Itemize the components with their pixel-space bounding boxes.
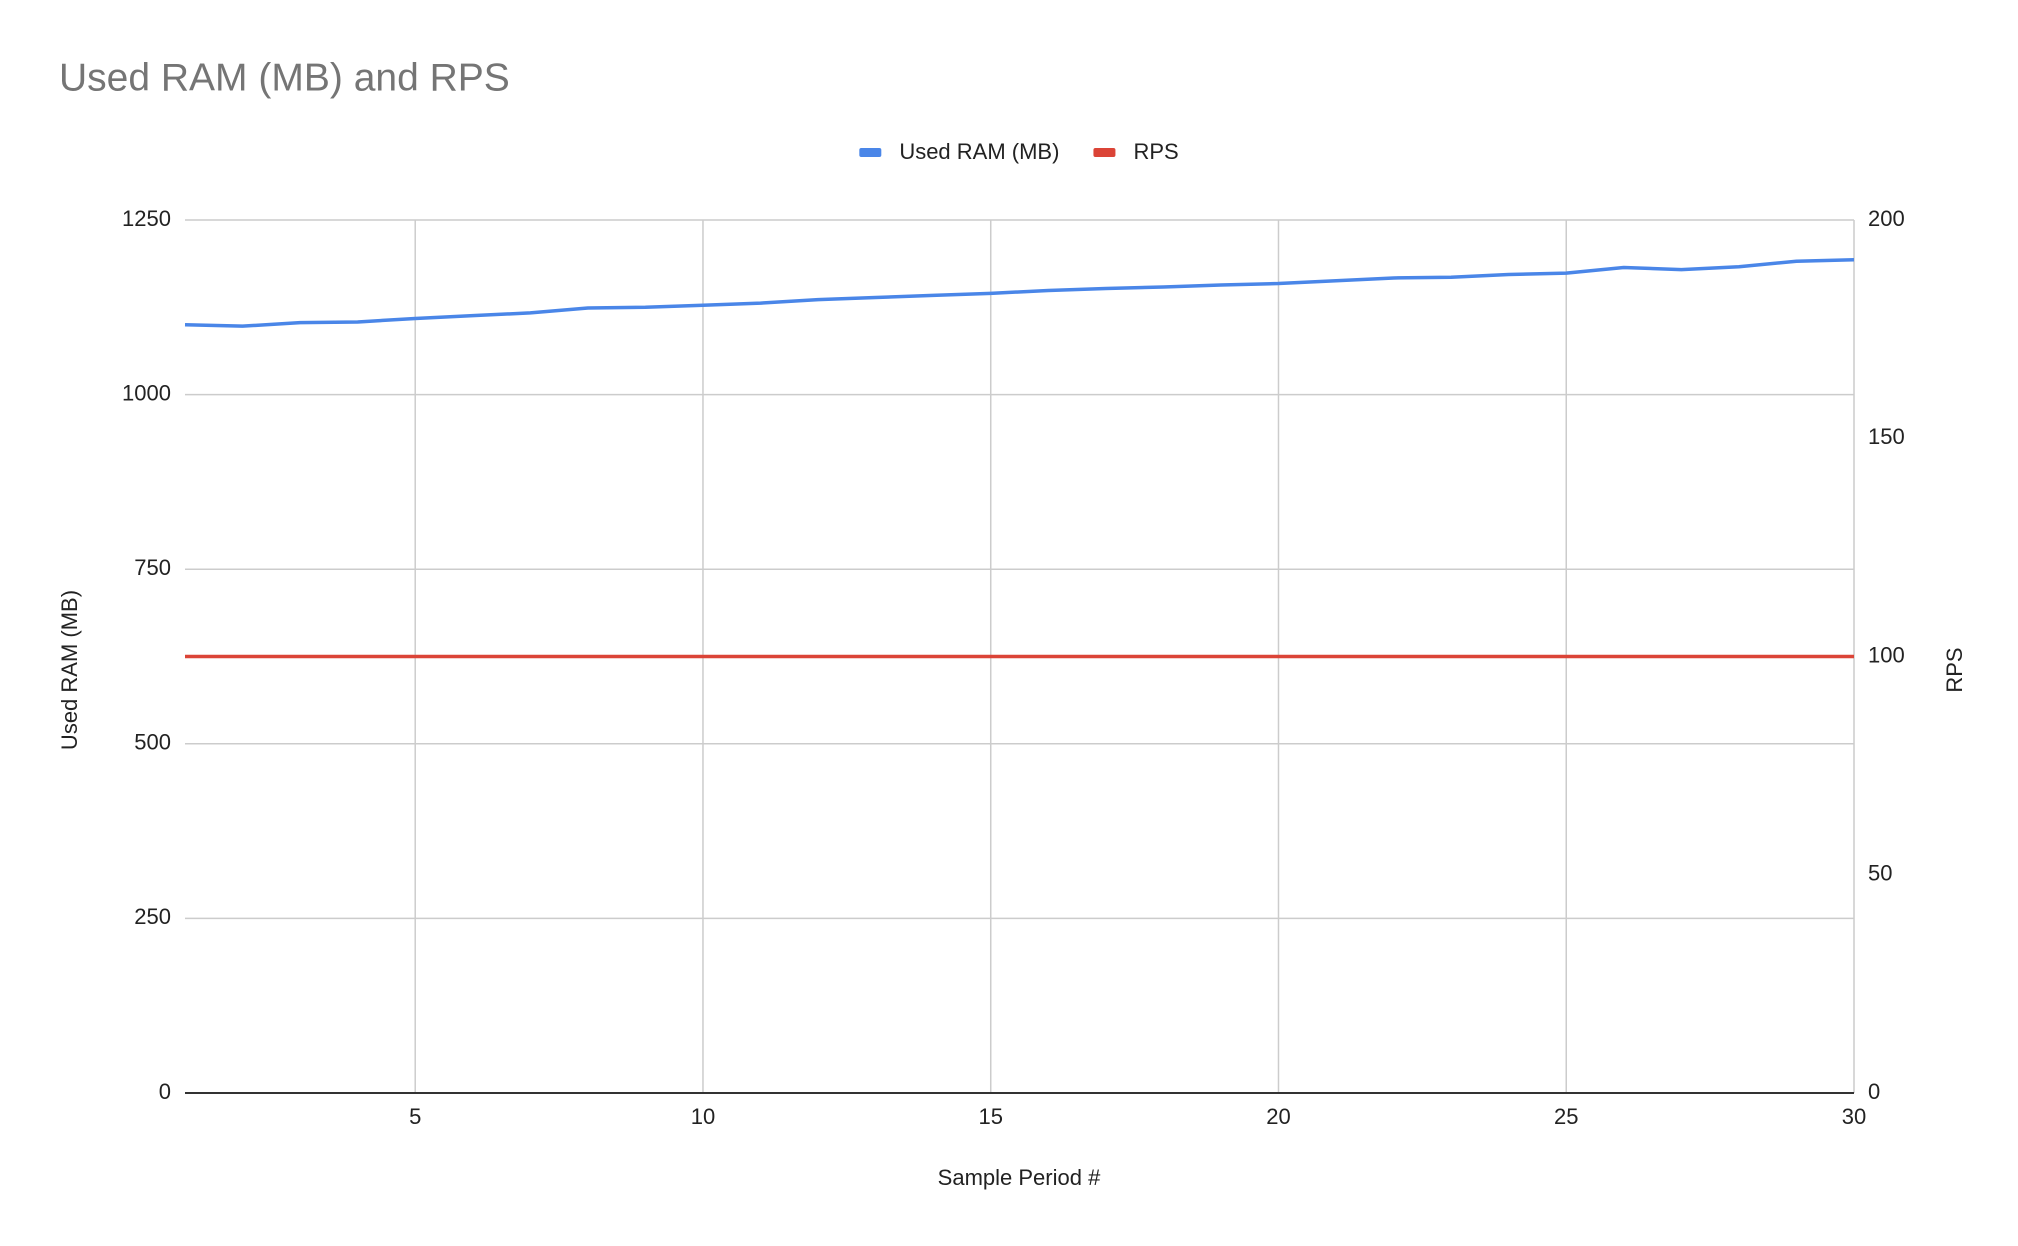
y2-tick-label: 0: [1868, 1079, 1880, 1104]
y-tick-label: 0: [159, 1079, 171, 1104]
x-tick-label: 20: [1266, 1104, 1290, 1129]
data-line: [184, 258, 1855, 328]
legend-swatch: [1093, 148, 1116, 157]
x-tick-label: 10: [691, 1104, 715, 1129]
legend-label: RPS: [1133, 139, 1178, 164]
x-tick-label: 30: [1842, 1104, 1866, 1129]
y2-tick-label: 100: [1868, 642, 1905, 667]
y2-tick-label: 200: [1868, 206, 1905, 231]
y-axis-label: Used RAM (MB): [57, 590, 82, 750]
y2-axis-label: RPS: [1942, 647, 1967, 692]
y-tick-label: 1000: [122, 380, 171, 405]
chart-title: Used RAM (MB) and RPS: [59, 56, 510, 99]
x-tick-label: 5: [409, 1104, 421, 1129]
legend-label: Used RAM (MB): [899, 139, 1059, 164]
y-tick-label: 1250: [122, 206, 171, 231]
y2-tick-label: 50: [1868, 861, 1892, 886]
x-tick-label: 25: [1554, 1104, 1578, 1129]
y-tick-label: 500: [134, 730, 171, 755]
x-axis-label: Sample Period #: [938, 1165, 1101, 1190]
y2-tick-label: 150: [1868, 424, 1905, 449]
legend-swatch: [859, 148, 882, 157]
x-tick-label: 15: [978, 1104, 1002, 1129]
y-tick-label: 250: [134, 904, 171, 929]
y-tick-label: 750: [134, 555, 171, 580]
